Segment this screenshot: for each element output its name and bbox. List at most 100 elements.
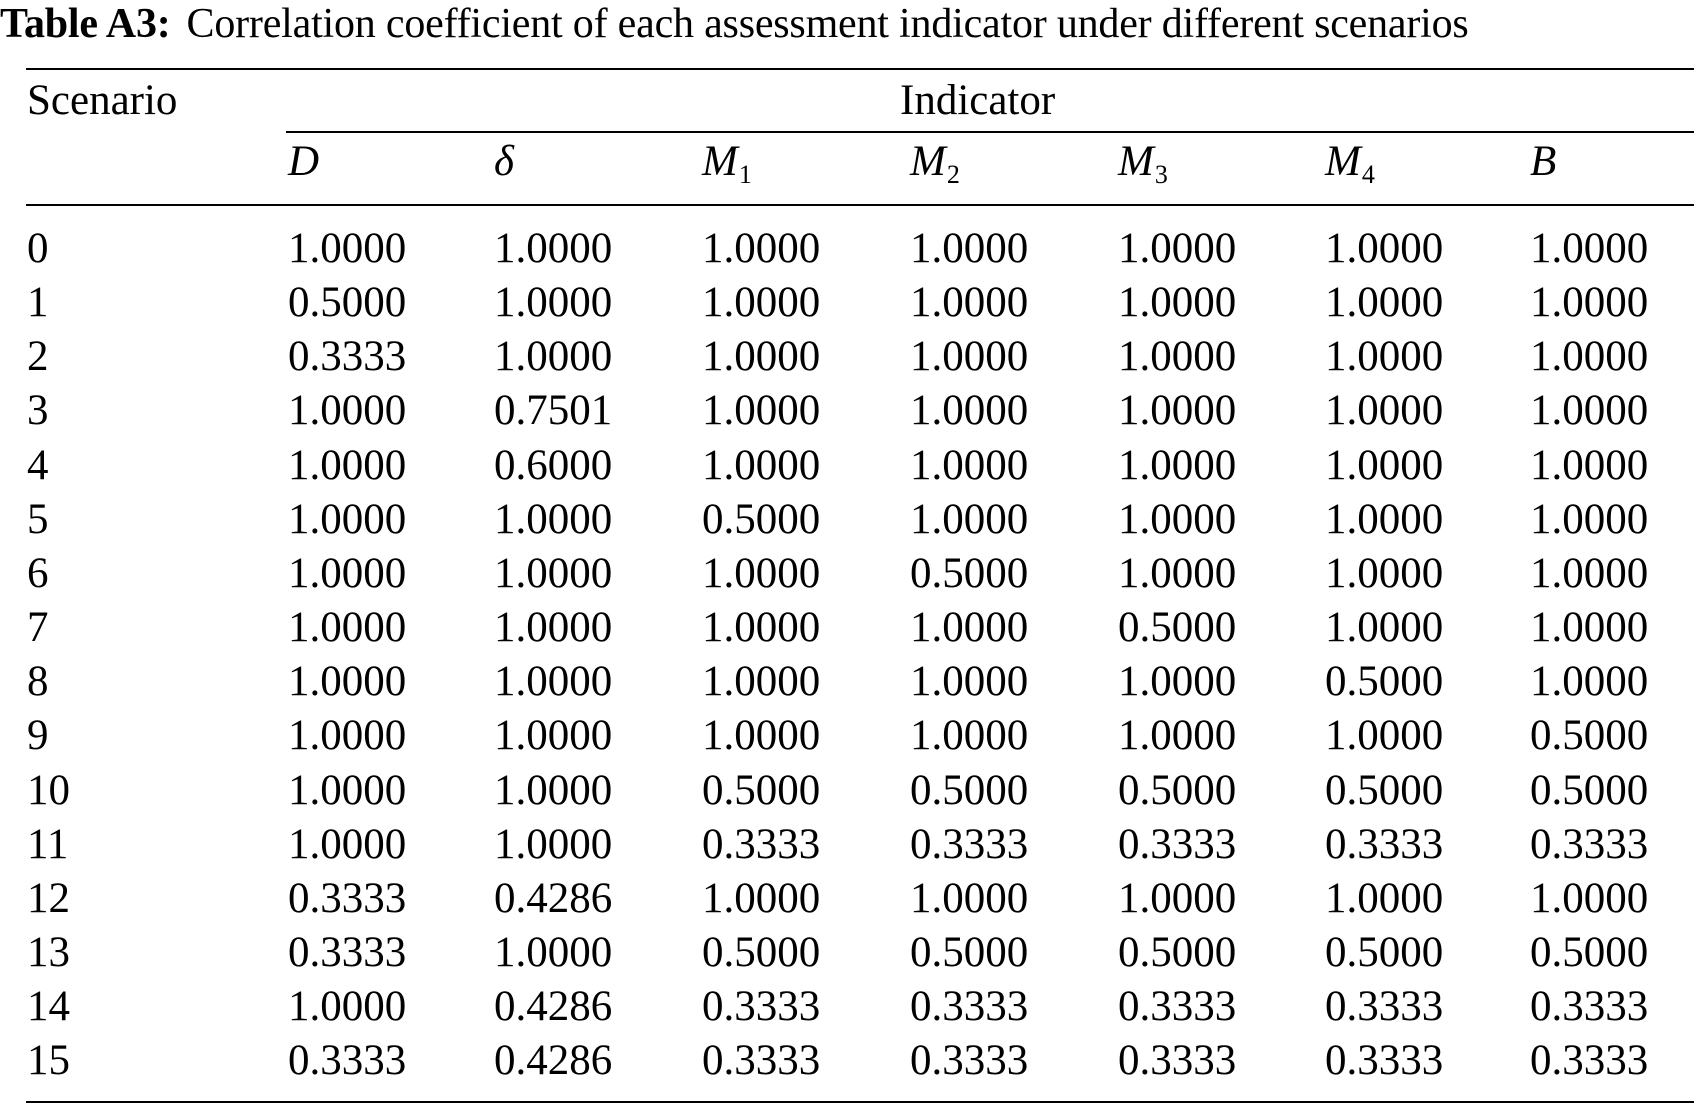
value-cell: 1.0000 [494, 495, 613, 543]
value-cell: 1.0000 [1325, 387, 1444, 435]
value-cell: 1.0000 [1118, 495, 1237, 543]
scenario-cell: 8 [27, 658, 49, 706]
value-cell: 1.0000 [702, 279, 821, 327]
table-row: 9 1.0000 1.0000 1.0000 1.0000 1.0000 1.0000 0.5… [0, 709, 1707, 763]
scenario-cell: 14 [27, 983, 70, 1031]
column-header-m3: M3 [1118, 138, 1168, 190]
value-cell: 0.5000 [702, 766, 821, 814]
value-cell: 0.5000 [1325, 928, 1444, 976]
value-cell: 1.0000 [288, 712, 407, 760]
scenario-cell: 10 [27, 766, 70, 814]
value-cell: 0.3333 [1325, 820, 1444, 868]
value-cell: 1.0000 [1325, 495, 1444, 543]
table-row: 5 1.0000 1.0000 0.5000 1.0000 1.0000 1.0000 1.0… [0, 493, 1707, 547]
value-cell: 1.0000 [1530, 225, 1649, 272]
value-cell: 1.0000 [1118, 658, 1237, 706]
column-header-b: B [1530, 138, 1557, 185]
value-cell: 1.0000 [494, 820, 613, 868]
value-cell: 1.0000 [702, 225, 821, 272]
value-cell: 1.0000 [702, 549, 821, 597]
table-row: 14 1.0000 0.4286 0.3333 0.3333 0.3333 0.3333 0.… [0, 980, 1707, 1034]
value-cell: 1.0000 [1118, 333, 1237, 381]
value-cell: 1.0000 [494, 549, 613, 597]
value-cell: 1.0000 [1530, 604, 1649, 651]
scenario-cell: 4 [27, 441, 49, 489]
value-cell: 0.6000 [494, 441, 613, 489]
value-cell: 0.3333 [702, 1037, 821, 1085]
scenario-header: Scenario [27, 77, 178, 124]
header-rule [26, 204, 1694, 206]
value-cell: 1.0000 [1325, 279, 1444, 327]
value-cell: 1.0000 [702, 441, 821, 489]
value-cell: 1.0000 [910, 387, 1029, 435]
value-cell: 0.7501 [494, 387, 613, 435]
value-cell: 1.0000 [910, 225, 1029, 272]
scenario-cell: 0 [27, 225, 49, 272]
value-cell: 0.5000 [910, 766, 1029, 814]
value-cell: 1.0000 [910, 495, 1029, 543]
table-row: 2 0.3333 1.0000 1.0000 1.0000 1.0000 1.0000 1.0… [0, 330, 1707, 384]
value-cell: 1.0000 [1530, 549, 1649, 597]
table-row: 0 1.0000 1.0000 1.0000 1.0000 1.0000 1.0000 1.0… [0, 222, 1707, 276]
value-cell: 1.0000 [702, 658, 821, 706]
table-row: 8 1.0000 1.0000 1.0000 1.0000 1.0000 0.5000 1.0… [0, 655, 1707, 709]
value-cell: 0.5000 [1325, 766, 1444, 814]
value-cell: 1.0000 [494, 279, 613, 327]
value-cell: 1.0000 [702, 387, 821, 435]
value-cell: 0.3333 [1118, 983, 1237, 1031]
value-cell: 1.0000 [1325, 549, 1444, 597]
value-cell: 0.3333 [910, 983, 1029, 1031]
value-cell: 0.3333 [1325, 1037, 1444, 1085]
value-cell: 0.5000 [702, 495, 821, 543]
value-cell: 1.0000 [702, 712, 821, 760]
value-cell: 1.0000 [494, 712, 613, 760]
value-cell: 1.0000 [494, 658, 613, 706]
value-cell: 1.0000 [1118, 441, 1237, 489]
value-cell: 1.0000 [1118, 279, 1237, 327]
value-cell: 1.0000 [1118, 225, 1237, 272]
value-cell: 1.0000 [494, 928, 613, 976]
scenario-cell: 5 [27, 495, 49, 543]
value-cell: 0.3333 [702, 820, 821, 868]
value-cell: 0.5000 [288, 279, 407, 327]
value-cell: 1.0000 [288, 441, 407, 489]
value-cell: 0.3333 [288, 1037, 407, 1085]
value-cell: 1.0000 [1530, 874, 1649, 922]
table-row: 10 1.0000 1.0000 0.5000 0.5000 0.5000 0.5000 0.… [0, 764, 1707, 818]
table-row: 7 1.0000 1.0000 1.0000 1.0000 0.5000 1.0000 1.0… [0, 601, 1707, 655]
value-cell: 1.0000 [494, 225, 613, 272]
value-cell: 1.0000 [1530, 333, 1649, 381]
indicator-header: Indicator [900, 77, 1056, 124]
value-cell: 1.0000 [1325, 225, 1444, 272]
value-cell: 0.4286 [494, 874, 613, 922]
value-cell: 0.5000 [910, 549, 1029, 597]
value-cell: 1.0000 [288, 225, 407, 272]
table-row: 3 1.0000 0.7501 1.0000 1.0000 1.0000 1.0000 1.0… [0, 384, 1707, 438]
value-cell: 0.3333 [702, 983, 821, 1031]
column-header-d: D [288, 138, 320, 185]
value-cell: 1.0000 [910, 604, 1029, 651]
scenario-cell: 15 [27, 1037, 70, 1085]
column-header-delta: δ [494, 138, 514, 185]
column-header-m4: M4 [1325, 138, 1375, 190]
value-cell: 1.0000 [1118, 387, 1237, 435]
value-cell: 1.0000 [1325, 333, 1444, 381]
table-caption: Table A3: Correlation coefficient of each… [0, 2, 1707, 46]
value-cell: 1.0000 [494, 333, 613, 381]
value-cell: 1.0000 [910, 712, 1029, 760]
value-cell: 0.3333 [1530, 820, 1649, 868]
value-cell: 0.5000 [910, 928, 1029, 976]
value-cell: 1.0000 [288, 549, 407, 597]
scenario-cell: 2 [27, 333, 49, 381]
scenario-cell: 6 [27, 549, 49, 597]
value-cell: 0.3333 [1118, 1037, 1237, 1085]
value-cell: 1.0000 [1530, 441, 1649, 489]
value-cell: 0.4286 [494, 1037, 613, 1085]
value-cell: 0.5000 [702, 928, 821, 976]
value-cell: 1.0000 [1530, 387, 1649, 435]
value-cell: 1.0000 [288, 983, 407, 1031]
scenario-cell: 9 [27, 712, 49, 760]
value-cell: 1.0000 [288, 495, 407, 543]
value-cell: 0.3333 [288, 333, 407, 381]
value-cell: 1.0000 [1118, 874, 1237, 922]
